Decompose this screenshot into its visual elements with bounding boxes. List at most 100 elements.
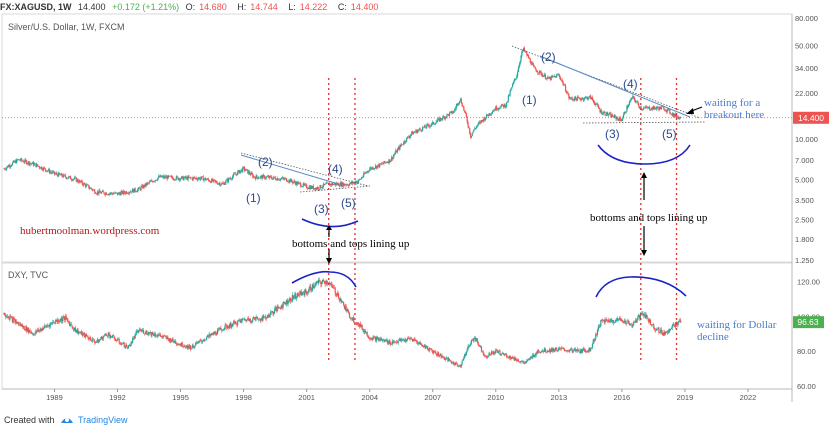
chart-svg[interactable]: Silver/U.S. Dollar, 1W, FXCM DXY, TVC 80… [0,0,831,408]
candle-body [472,131,474,134]
candle-body [541,74,543,76]
candle-body [233,173,235,175]
candle-body [287,181,289,183]
candle-body [528,358,531,360]
candle-body [44,168,46,170]
candle-body [86,336,88,337]
candle-body [386,340,388,343]
candle-body [251,172,253,175]
candle-body [155,179,157,181]
candle-body [458,102,460,105]
candle-body [11,317,14,323]
candle-body [411,131,414,135]
candle-body [237,171,239,175]
candle-body [505,354,507,355]
candle-body [289,179,291,183]
candle-body [611,319,613,322]
candle-body [202,176,204,181]
candle-body [587,350,589,352]
candle-body [223,329,225,331]
candle-body [216,181,218,184]
candle-body [524,50,526,52]
candle-body [488,113,490,116]
candle-body [129,192,131,193]
candle-body [111,335,114,338]
silver-tick-label: 1.250 [795,256,814,265]
candle-body [73,328,75,331]
candle-body [17,321,19,325]
candle-body [313,188,315,190]
candle-body [432,351,435,353]
candle-body [518,361,520,363]
candle-body [22,161,24,163]
candle-body [105,192,108,195]
candle-body [146,183,148,186]
candle-body [63,316,65,319]
candle-body [489,353,491,355]
candle-body [439,354,441,356]
candle-body [471,133,473,136]
candle-body [98,190,100,194]
last-price: 14.400 [78,2,106,12]
symbol-label[interactable]: FX:XAGUSD, 1W [0,2,72,12]
silver-price-axis[interactable]: 80.00050.00034.00022.00010.0007.0005.000… [795,14,818,265]
candle-body [32,333,35,335]
candle-body [417,129,420,131]
candle-body [496,349,498,351]
dxy-tick-label: 80.00 [797,347,816,356]
candle-body [110,336,112,338]
candle-body [142,330,144,331]
time-axis[interactable]: 1989 1992 1995 1998 2001 2004 2007 2010 2013 2016… [46,389,756,402]
candle-body [617,318,619,321]
candle-body [179,178,182,181]
candle-body [369,338,371,339]
candle-body [316,187,319,190]
candle-body [146,330,148,334]
candle-body [538,70,541,74]
candle-body [676,324,678,326]
candle-body [19,323,21,325]
candle-body [353,181,356,183]
candle-body [364,330,367,334]
candle-body [642,313,644,315]
candle-body [504,354,506,355]
candle-body [75,177,77,182]
candle-body [664,110,667,111]
candle-body [340,298,342,303]
candle-body [169,175,172,177]
candle-body [92,189,94,191]
candle-body [617,118,620,121]
candle-body [346,184,348,186]
candle-body [72,327,74,329]
candle-body [50,322,52,324]
candle-body [23,325,25,330]
candle-body [403,339,405,342]
wave-labels: (1) (2) (3) (4) (5) (1) (2) (3) (4) (5) [246,50,677,216]
candle-body [602,320,604,321]
candle-body [516,75,518,79]
candle-body [166,337,168,339]
candle-body [310,286,312,291]
candle-body [499,350,501,355]
candle-body [227,178,230,182]
candle-body [180,176,182,179]
candle-body [408,338,410,340]
candle-body [187,176,189,180]
candle-body [576,349,578,351]
candle-body [415,340,417,342]
candle-body [258,177,261,179]
candle-body [166,176,168,180]
candle-body [463,357,465,360]
candle-body [585,97,587,98]
candle-body [563,84,565,86]
candle-body [325,183,327,185]
candle-body [205,337,208,340]
candle-body [143,185,145,187]
tradingview-link[interactable]: TradingView [78,415,128,425]
candle-body [205,178,207,181]
candle-body [85,184,87,187]
candle-body [231,178,233,180]
candle-body [297,182,299,185]
candle-body [596,333,598,335]
